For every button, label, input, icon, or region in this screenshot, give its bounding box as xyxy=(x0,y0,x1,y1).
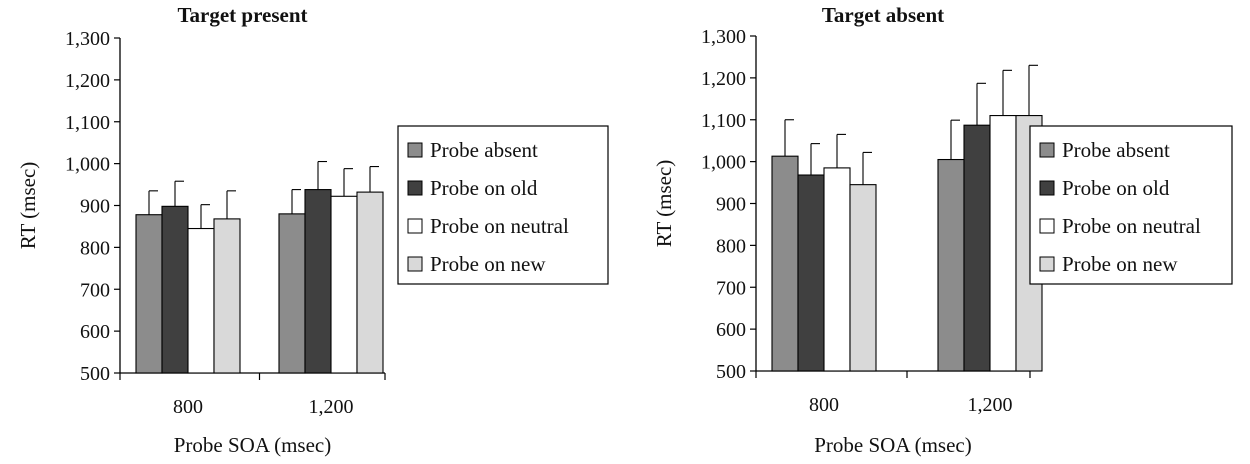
legend-label: Probe on new xyxy=(1062,252,1178,276)
y-tick-label: 1,200 xyxy=(65,70,110,92)
y-tick-label: 1,200 xyxy=(701,68,746,90)
legend-label: Probe on old xyxy=(430,176,538,200)
x-tick-label: 800 xyxy=(173,396,203,418)
y-tick-label: 1,300 xyxy=(701,26,746,48)
y-tick-label: 1,000 xyxy=(701,152,746,174)
legend-swatch xyxy=(1039,218,1055,234)
x-axis-label: Probe SOA (msec) xyxy=(174,433,331,457)
legend-swatch xyxy=(407,218,423,234)
bar xyxy=(823,167,851,372)
bar xyxy=(989,115,1017,372)
bar xyxy=(330,195,358,374)
y-tick-label: 900 xyxy=(80,196,110,218)
bar xyxy=(161,205,189,374)
legend-box xyxy=(1029,125,1233,285)
chart-title: Target absent xyxy=(822,3,944,27)
y-tick-label: 600 xyxy=(716,319,746,341)
bar xyxy=(278,213,306,374)
bar xyxy=(356,191,384,374)
legend-label: Probe on neutral xyxy=(430,214,569,238)
legend-swatch xyxy=(1039,142,1055,158)
y-axis-label: RT (msec) xyxy=(652,160,676,248)
x-axis-label: Probe SOA (msec) xyxy=(814,433,971,457)
chart-title: Target present xyxy=(177,3,307,27)
legend-label: Probe on neutral xyxy=(1062,214,1201,238)
legend-label: Probe absent xyxy=(1062,138,1170,162)
bar xyxy=(849,184,877,372)
y-tick-label: 700 xyxy=(716,277,746,299)
y-tick-label: 600 xyxy=(80,321,110,343)
bar xyxy=(213,218,241,374)
legend-label: Probe absent xyxy=(430,138,538,162)
legend-swatch xyxy=(1039,256,1055,272)
x-tick-label: 1,200 xyxy=(309,396,354,418)
y-axis-label: RT (msec) xyxy=(16,162,40,250)
bar xyxy=(187,227,215,374)
chart-panel-2: Target absent 500 600 700 800 900 1,000 1,100 1,… xyxy=(652,3,1233,457)
legend-swatch xyxy=(407,180,423,196)
legend: Probe absent Probe on old Probe on neutral… xyxy=(397,125,609,285)
y-tick-label: 900 xyxy=(716,194,746,216)
y-tick-label: 800 xyxy=(716,235,746,257)
y-tick-label: 500 xyxy=(716,361,746,383)
x-tick-label: 1,200 xyxy=(968,394,1013,416)
legend: Probe absent Probe on old Probe on neutral… xyxy=(1029,125,1233,285)
y-tick-label: 1,100 xyxy=(65,112,110,134)
legend-swatch xyxy=(407,142,423,158)
legend-label: Probe on new xyxy=(430,252,546,276)
legend-swatch xyxy=(1039,180,1055,196)
y-tick-label: 800 xyxy=(80,237,110,259)
bar xyxy=(771,155,799,372)
bar xyxy=(135,214,163,374)
chart-panel-1: Target present 500 600 700 800 900 1,000 1,100 1… xyxy=(16,3,609,457)
legend-swatch xyxy=(407,256,423,272)
y-tick-label: 1,000 xyxy=(65,154,110,176)
y-tick-label: 700 xyxy=(80,279,110,301)
bar xyxy=(963,124,991,372)
legend-box xyxy=(397,125,609,285)
bar xyxy=(797,174,825,372)
y-tick-label: 1,100 xyxy=(701,110,746,132)
x-tick-label: 800 xyxy=(809,394,839,416)
y-tick-label: 500 xyxy=(80,363,110,385)
bar xyxy=(937,158,965,372)
legend-label: Probe on old xyxy=(1062,176,1170,200)
bar xyxy=(304,189,332,374)
y-tick-label: 1,300 xyxy=(65,28,110,50)
